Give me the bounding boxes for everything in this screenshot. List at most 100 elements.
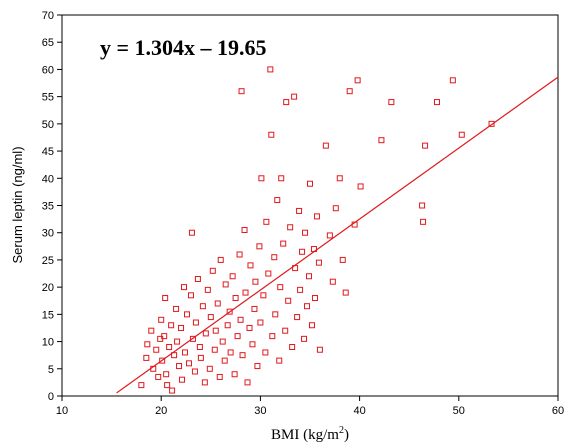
y-tick-label: 40 (42, 173, 54, 185)
data-point (271, 254, 278, 261)
data-point (308, 322, 315, 329)
data-point (272, 311, 279, 318)
data-point (239, 352, 246, 359)
y-tick-label: 15 (42, 309, 54, 321)
data-points (138, 66, 495, 394)
data-point (420, 218, 427, 225)
data-point (388, 99, 395, 106)
y-tick-label: 70 (42, 10, 54, 22)
data-point (246, 324, 253, 331)
data-point (433, 99, 440, 106)
y-tick-label: 60 (42, 64, 54, 76)
y-tick-label: 0 (48, 391, 54, 403)
data-point (192, 319, 199, 326)
data-point (346, 88, 353, 95)
data-point (282, 327, 289, 334)
data-point (173, 305, 180, 312)
y-tick-label: 35 (42, 201, 54, 213)
x-tick-label: 60 (552, 405, 564, 417)
data-point (302, 229, 309, 236)
data-point (339, 256, 346, 263)
data-point (204, 286, 211, 293)
data-point (209, 267, 216, 274)
data-point (196, 344, 203, 351)
x-tick-label: 40 (353, 405, 365, 417)
data-point (144, 341, 151, 348)
data-point (174, 338, 181, 345)
data-point (299, 248, 306, 255)
data-point (202, 330, 209, 337)
data-point (155, 373, 162, 380)
x-axis-title-suffix: ) (344, 427, 349, 443)
data-point (280, 240, 287, 247)
data-point (419, 202, 426, 209)
data-point (234, 333, 241, 340)
data-point (316, 346, 323, 353)
data-point (162, 295, 169, 302)
data-point (249, 341, 256, 348)
data-point (354, 77, 361, 84)
data-point (216, 373, 223, 380)
data-point (283, 99, 290, 106)
regression-line (116, 76, 559, 394)
data-point (458, 131, 465, 138)
x-tick-label: 30 (254, 405, 266, 417)
x-axis-title-superscript: 2 (339, 425, 344, 436)
data-point (201, 379, 208, 386)
data-point (191, 368, 198, 375)
plot-frame (61, 14, 559, 397)
data-point (143, 354, 150, 361)
data-point (449, 77, 456, 84)
data-point (199, 303, 206, 310)
data-point (224, 322, 231, 329)
data-point (322, 142, 329, 149)
y-tick-label: 5 (48, 364, 54, 376)
y-tick-label: 50 (42, 119, 54, 131)
data-point (158, 316, 165, 323)
data-point (342, 289, 349, 296)
data-point (183, 311, 190, 318)
y-axis-title: Serum leptin (ng/ml) (10, 146, 25, 263)
data-point (332, 205, 339, 212)
data-point (289, 344, 296, 351)
data-point (217, 256, 224, 263)
data-point (159, 357, 166, 364)
data-point (227, 349, 234, 356)
data-point (236, 251, 243, 258)
data-point (163, 371, 170, 378)
data-point (268, 131, 275, 138)
data-point (307, 180, 313, 187)
data-point (214, 300, 221, 307)
data-point (211, 346, 218, 353)
data-point (242, 289, 249, 296)
plot-area (61, 14, 559, 397)
data-point (247, 262, 254, 269)
data-point (294, 314, 301, 321)
data-point (187, 292, 194, 299)
x-tick-label: 50 (453, 405, 465, 417)
data-point (251, 305, 258, 312)
data-point (311, 295, 318, 302)
data-point (237, 316, 244, 323)
data-point (336, 175, 343, 182)
x-tick-label: 20 (155, 405, 167, 417)
y-tick-label: 65 (42, 37, 54, 49)
data-point (194, 275, 201, 282)
data-point (258, 175, 265, 182)
data-point (277, 284, 284, 291)
data-point (287, 224, 294, 231)
data-point (153, 346, 160, 353)
data-point (265, 270, 272, 277)
data-point (257, 319, 264, 326)
data-point (241, 226, 248, 233)
data-point (260, 292, 267, 299)
data-point (422, 142, 429, 149)
regression-equation: y = 1.304x – 19.65 (100, 35, 267, 60)
data-point (263, 218, 270, 225)
axis-ticks: 10 20 30 40 50 60 0 5 10 15 20 25 30 35 40 45 50 55 60 65 70 (42, 10, 564, 417)
data-point (179, 376, 186, 383)
data-point (231, 371, 238, 378)
data-point (304, 303, 311, 310)
data-point (252, 278, 259, 285)
